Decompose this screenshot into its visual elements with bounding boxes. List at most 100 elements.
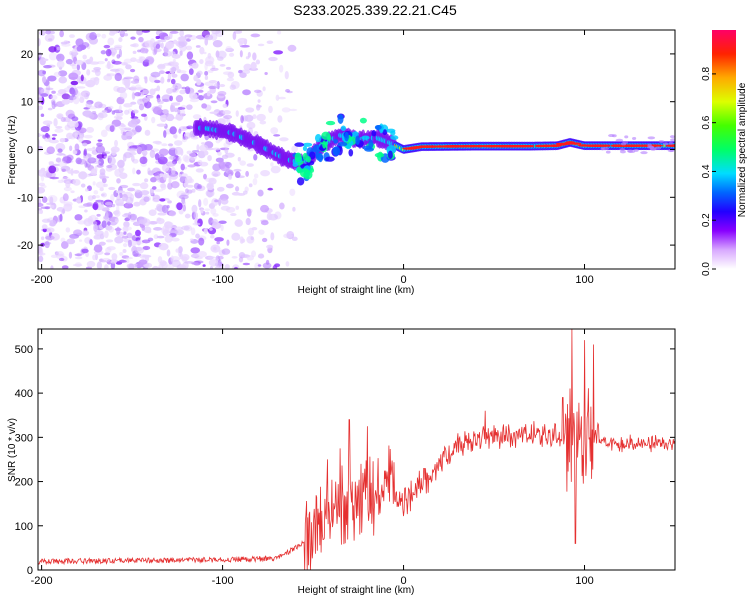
heatmap-cell (65, 227, 71, 233)
heatmap-cell (38, 98, 42, 102)
heatmap-cell (324, 156, 335, 162)
heatmap-cell (45, 87, 54, 91)
heatmap-cell (260, 220, 269, 226)
heatmap-cell (245, 217, 251, 226)
heatmap-cell (239, 160, 247, 166)
heatmap-cell (44, 241, 50, 249)
heatmap-cell (175, 64, 179, 70)
heatmap-cell (46, 202, 56, 206)
heatmap-cell (139, 182, 149, 190)
heatmap-cell (74, 256, 83, 260)
heatmap-cell (156, 85, 161, 92)
heatmap-cell (132, 167, 136, 175)
heatmap-cell (99, 176, 110, 179)
heatmap-cell (256, 113, 266, 122)
heatmap-cell (127, 120, 138, 128)
heatmap-cell (233, 266, 238, 269)
heatmap-cell (130, 155, 135, 162)
heatmap-cell (279, 137, 289, 142)
heatmap-cell (114, 72, 122, 82)
heatmap-cell (171, 66, 177, 73)
heatmap-cell (156, 123, 167, 127)
heatmap-cell (166, 78, 171, 83)
heatmap-cell (166, 263, 175, 269)
heatmap-cell (200, 208, 204, 214)
heatmap-cell (38, 145, 43, 149)
heatmap-cell (203, 227, 208, 235)
heatmap-cell (74, 132, 78, 139)
heatmap-cell (96, 154, 105, 159)
heatmap-cell (92, 194, 96, 200)
heatmap-cell (45, 227, 55, 233)
heatmap-cell (121, 62, 127, 66)
colorbar-tick-label: 0.2 (701, 213, 712, 227)
heatmap-cell (219, 84, 226, 88)
heatmap-cell (45, 30, 52, 35)
heatmap-cell (171, 259, 181, 268)
heatmap-cell (192, 114, 202, 120)
heatmap-cell (160, 42, 164, 49)
heatmap-cell (50, 94, 58, 100)
heatmap-cell (100, 129, 108, 138)
heatmap-cell (117, 159, 125, 168)
heatmap-cell (40, 93, 49, 97)
heatmap-cell (182, 154, 189, 162)
heatmap-cell (248, 183, 253, 188)
heatmap-cell (262, 262, 272, 269)
heatmap-cell (273, 50, 284, 55)
heatmap-cell (225, 161, 232, 169)
heatmap-cell (110, 260, 117, 264)
heatmap-cell (174, 229, 184, 236)
heatmap-cell (45, 235, 55, 240)
heatmap-cell (177, 108, 181, 115)
heatmap-cell (239, 236, 244, 244)
heatmap-cell (132, 109, 139, 114)
heatmap-cell (116, 54, 121, 59)
heatmap-cell (317, 152, 324, 163)
heatmap-cell (172, 58, 176, 63)
heatmap-cell (180, 163, 185, 171)
heatmap-cell (157, 39, 167, 43)
heatmap-cell (82, 142, 88, 147)
heatmap-cell (182, 204, 187, 212)
heatmap-cell (80, 74, 84, 82)
heatmap-cell (152, 265, 158, 269)
heatmap-cell (262, 86, 266, 92)
heatmap-cell (155, 35, 161, 40)
heatmap-cell (196, 79, 202, 86)
heatmap-cell (38, 69, 46, 77)
heatmap-cell (42, 135, 47, 139)
bottom-y-tick-label: 0 (27, 565, 33, 577)
heatmap-cell (38, 38, 41, 47)
heatmap-cell (103, 44, 111, 49)
heatmap-cell (226, 77, 235, 82)
heatmap-cell (245, 170, 249, 177)
heatmap-cell (140, 190, 150, 196)
heatmap-cell (93, 190, 99, 195)
heatmap-cell (188, 68, 194, 75)
heatmap-cell (172, 39, 178, 45)
heatmap-cell (75, 157, 82, 165)
heatmap-cell (158, 104, 163, 109)
heatmap-cell (40, 236, 45, 241)
heatmap-cell (239, 50, 243, 58)
heatmap-cell (190, 247, 201, 254)
chart-title: S233.2025.339.22.21.C45 (293, 2, 457, 18)
heatmap-cell (76, 86, 86, 89)
heatmap-cell (127, 187, 135, 192)
heatmap-cell (186, 184, 194, 188)
heatmap-cell (206, 90, 211, 97)
heatmap-cell (569, 142, 582, 145)
heatmap-cell (168, 210, 177, 217)
heatmap-cell (96, 33, 101, 38)
heatmap-cell (142, 89, 149, 95)
heatmap-cell (185, 45, 193, 51)
heatmap-cell (364, 147, 374, 152)
heatmap-cell (259, 120, 267, 125)
heatmap-cell (89, 61, 100, 65)
heatmap-cell (130, 80, 140, 84)
heatmap-cell (72, 170, 80, 174)
heatmap-cell (210, 207, 217, 215)
heatmap-cell (153, 227, 163, 231)
heatmap-cell (135, 125, 142, 133)
